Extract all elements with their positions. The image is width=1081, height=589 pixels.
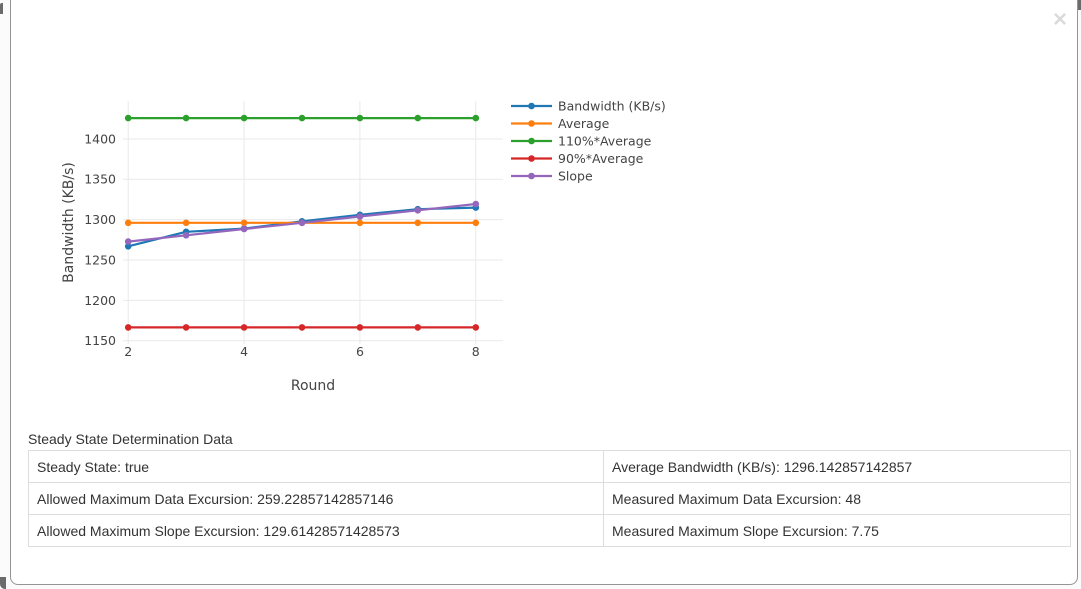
data-point[interactable] (124, 243, 132, 250)
cell-measured-max-data-excursion: Measured Maximum Data Excursion: 48 (603, 482, 1071, 515)
data-point[interactable] (298, 219, 306, 227)
data-point[interactable] (182, 232, 190, 239)
data-point[interactable] (472, 200, 480, 208)
legend-marker (528, 120, 535, 127)
steady-state-table: Steady State: true Average Bandwidth (KB… (28, 450, 1071, 547)
table-row: Steady State: true Average Bandwidth (KB… (28, 450, 1071, 483)
x-tick-label: 6 (356, 344, 364, 359)
background-window-edge-top-right (1078, 0, 1081, 10)
data-point[interactable] (240, 324, 248, 331)
legend-item[interactable]: 110%*Average (511, 133, 652, 148)
data-point[interactable] (240, 114, 248, 122)
x-axis-title: Round (291, 378, 335, 394)
x-tick-label: 4 (240, 344, 248, 359)
data-point[interactable] (124, 219, 132, 227)
section-title: Steady State Determination Data (28, 431, 233, 447)
x-tick-label: 2 (124, 344, 132, 359)
series-slope (124, 200, 480, 245)
legend-item[interactable]: 90%*Average (511, 151, 644, 166)
cell-average-bandwidth: Average Bandwidth (KB/s): 1296.142857142… (603, 450, 1071, 483)
close-icon[interactable]: × (1046, 6, 1074, 34)
data-point[interactable] (414, 219, 422, 227)
series-bandwidth-kb-s- (124, 204, 480, 250)
legend-marker (528, 172, 535, 180)
y-tick-label: 1350 (84, 172, 116, 187)
cell-steady-state: Steady State: true (28, 450, 604, 483)
data-point[interactable] (240, 219, 248, 227)
legend-label: 110%*Average (558, 133, 652, 148)
table-row: Allowed Maximum Data Excursion: 259.2285… (28, 482, 1071, 515)
legend-item[interactable]: Slope (511, 168, 593, 183)
cell-allowed-max-data-excursion: Allowed Maximum Data Excursion: 259.2285… (28, 482, 604, 515)
data-point[interactable] (356, 213, 364, 220)
table-row: Allowed Maximum Slope Excursion: 129.614… (28, 514, 1071, 547)
x-tick-label: 8 (472, 344, 480, 359)
y-tick-label: 1250 (84, 252, 116, 267)
data-point[interactable] (414, 114, 422, 122)
data-point[interactable] (414, 207, 422, 214)
series-line (127, 206, 477, 248)
cell-measured-max-slope-excursion: Measured Maximum Slope Excursion: 7.75 (603, 514, 1071, 547)
series-90-average (124, 324, 480, 331)
legend-label: Slope (558, 168, 593, 183)
legend-label: Bandwidth (KB/s) (558, 98, 666, 113)
data-point[interactable] (182, 114, 190, 122)
data-point[interactable] (356, 114, 364, 122)
y-tick-label: 1150 (84, 333, 116, 348)
y-tick-label: 1400 (84, 131, 116, 146)
data-point[interactable] (298, 114, 306, 122)
data-point[interactable] (182, 219, 190, 227)
series-110-average (124, 114, 480, 122)
data-point[interactable] (356, 219, 364, 227)
data-point[interactable] (356, 324, 364, 331)
data-point[interactable] (240, 225, 248, 233)
data-point[interactable] (472, 324, 480, 331)
data-point[interactable] (124, 238, 132, 245)
chart-svg[interactable]: 1150 1200 1250 1300 1350 1400 2 4 6 8 Bandwidth (K… (11, 0, 691, 413)
y-axis-title: Bandwidth (KB/s) (61, 162, 77, 283)
data-point[interactable] (124, 114, 132, 122)
y-tick-label: 1200 (84, 293, 116, 308)
background-window-edge-bottom-left (0, 577, 6, 589)
data-point[interactable] (472, 114, 480, 122)
data-point[interactable] (414, 324, 422, 331)
cell-allowed-max-slope-excursion: Allowed Maximum Slope Excursion: 129.614… (28, 514, 604, 547)
legend-marker (528, 102, 535, 110)
y-tick-label: 1300 (84, 212, 116, 227)
modal-dialog: × 1150 1200 1250 1300 1350 1400 2 4 6 8 Bandwidth … (10, 0, 1078, 585)
background-window-edge-top-left (0, 3, 3, 14)
data-point[interactable] (472, 219, 480, 227)
legend-item[interactable]: Bandwidth (KB/s) (511, 98, 666, 113)
legend-item[interactable]: Average (511, 116, 610, 131)
legend-label: 90%*Average (558, 151, 644, 166)
legend-marker (528, 137, 535, 145)
data-point[interactable] (298, 324, 306, 331)
data-point[interactable] (124, 324, 132, 331)
legend-marker (528, 155, 535, 162)
legend: Bandwidth (KB/s) Average 110%*Average 90%*A… (511, 98, 666, 183)
legend-label: Average (558, 116, 610, 131)
data-point[interactable] (182, 324, 190, 331)
